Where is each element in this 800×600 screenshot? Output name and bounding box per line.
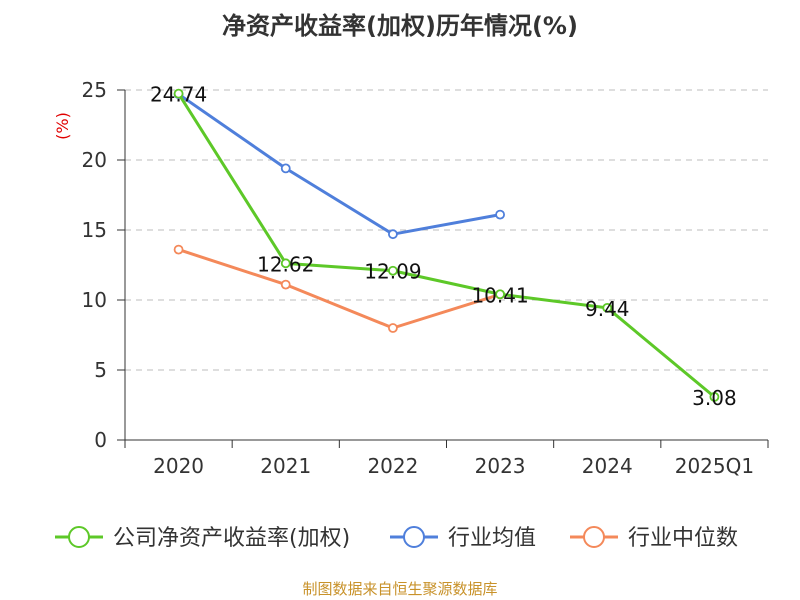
legend-label: 行业均值 xyxy=(448,526,536,551)
x-tick-label-2022: 2022 xyxy=(367,454,418,478)
series-0-point-2025Q1 xyxy=(709,391,720,402)
y-tick-label-15: 15 xyxy=(82,218,107,242)
y-tick-label-5: 5 xyxy=(94,358,107,382)
legend-item-2[interactable]: 行业中位数 xyxy=(570,526,738,551)
data-label-2024: 9.44 xyxy=(585,297,630,321)
chart-title: 净资产收益率(加权)历年情况(%) xyxy=(222,12,578,40)
series-1-point-2022 xyxy=(388,229,398,240)
series-line-0 xyxy=(177,92,716,399)
series-1-point-2021 xyxy=(280,163,291,174)
legend: 公司净资产收益率(加权) 行业均值 行业中位数 xyxy=(55,526,738,551)
source-note: 制图数据来自恒生聚源数据库 xyxy=(302,580,497,598)
data-label-2021: 12.62 xyxy=(257,252,314,276)
y-tick-label-25: 25 xyxy=(82,78,107,102)
series-line-1 xyxy=(177,92,501,236)
legend-swatch-marker xyxy=(583,526,605,548)
legend-item-1[interactable]: 行业均值 xyxy=(390,526,536,551)
legend-label: 公司净资产收益率(加权) xyxy=(113,526,350,551)
data-label-2022: 12.09 xyxy=(364,260,421,284)
y-tick-label-20: 20 xyxy=(82,148,107,172)
legend-label: 行业中位数 xyxy=(628,526,738,551)
data-label-2023: 10.41 xyxy=(471,283,528,307)
series-0-point-2023 xyxy=(495,289,505,300)
axes: 0 5 10 15 20 25 2020 2021 2022 2023 2024 2025Q1 xyxy=(82,78,769,478)
y-axis-label: (%) xyxy=(53,112,72,140)
series-0-point-2024 xyxy=(602,302,613,313)
series-line-2 xyxy=(178,248,501,330)
legend-item-0[interactable]: 公司净资产收益率(加权) xyxy=(55,526,350,551)
y-tick-label-10: 10 xyxy=(82,288,107,312)
series-0-point-2021 xyxy=(280,258,291,269)
x-tick-label-2024: 2024 xyxy=(582,454,633,478)
series-2-point-2021 xyxy=(280,279,291,290)
data-label-2025Q1: 3.08 xyxy=(692,386,737,410)
data-label-2020: 24.74 xyxy=(150,83,207,107)
series-0-point-2022 xyxy=(388,265,398,276)
x-tick-label-2020: 2020 xyxy=(153,454,204,478)
series-2-point-2020 xyxy=(173,244,184,255)
series-1-point-2023 xyxy=(495,209,505,220)
legend-swatch-marker xyxy=(68,526,90,548)
gridlines xyxy=(125,89,768,371)
y-tick-label-0: 0 xyxy=(94,428,107,452)
series-2-point-2022 xyxy=(388,323,398,333)
x-tick-label-2021: 2021 xyxy=(260,454,311,478)
x-tick-label-2023: 2023 xyxy=(475,454,526,478)
series-0-point-2020 xyxy=(173,88,184,99)
legend-swatch-marker xyxy=(403,526,425,548)
x-tick-label-2025Q1: 2025Q1 xyxy=(675,454,754,478)
data-labels: 24.74 12.62 12.09 10.41 9.44 3.08 xyxy=(150,83,737,410)
series-lines xyxy=(173,88,720,402)
